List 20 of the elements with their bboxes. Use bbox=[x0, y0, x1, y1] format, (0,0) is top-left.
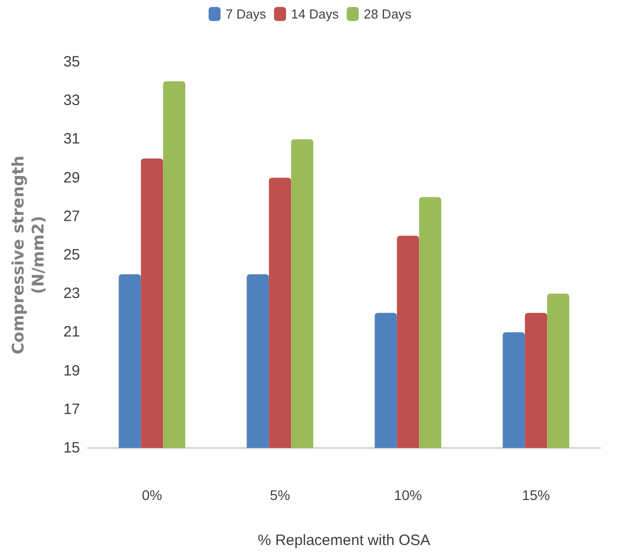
y-tick-label: 17 bbox=[63, 400, 80, 418]
y-tick-label: 29 bbox=[63, 169, 80, 186]
y-tick-label: 31 bbox=[63, 130, 80, 148]
y-tick-label: 23 bbox=[63, 285, 80, 302]
x-tick-label: 15% bbox=[522, 487, 550, 503]
legend-label: 7 Days bbox=[226, 6, 267, 22]
y-tick-label: 27 bbox=[63, 208, 80, 225]
y-tick-label: 33 bbox=[63, 92, 80, 110]
x-axis-title: % Replacement with OSA bbox=[258, 532, 430, 549]
x-tick-label: 0% bbox=[142, 487, 162, 503]
legend-label: 14 Days bbox=[291, 6, 340, 22]
y-tick-label: 19 bbox=[63, 362, 80, 380]
x-tick-label: 10% bbox=[394, 487, 422, 503]
y-tick-label: 21 bbox=[63, 324, 80, 341]
y-axis-title: Compressive strength (N/mm2) bbox=[8, 156, 48, 354]
legend-label: 28 Days bbox=[364, 6, 412, 22]
y-tick-label: 25 bbox=[63, 246, 80, 264]
x-tick-label: 5% bbox=[270, 487, 290, 503]
y-tick-label: 35 bbox=[63, 54, 80, 70]
y-tick-label: 15 bbox=[63, 440, 80, 456]
